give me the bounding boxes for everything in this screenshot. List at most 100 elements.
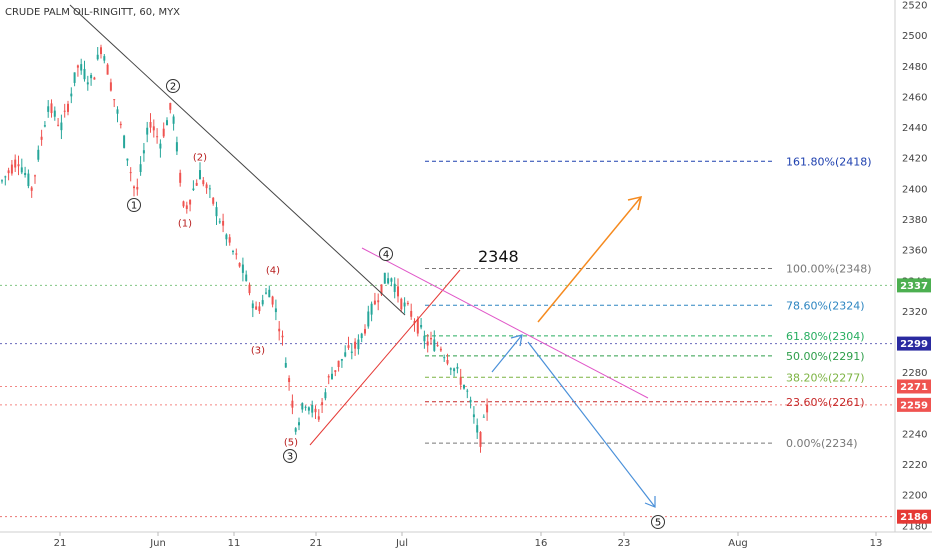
candle-body — [60, 122, 63, 131]
candle-body — [208, 188, 211, 190]
candle-body — [367, 311, 370, 327]
candle-body — [103, 56, 106, 61]
y-tick-label: 2200 — [902, 491, 927, 502]
horizontal-price-lines — [0, 160, 895, 518]
candle-body — [413, 321, 416, 324]
candle-body — [215, 207, 218, 217]
fib-level-label: 0.00%(2234) — [786, 437, 858, 450]
y-tick-label: 2320 — [902, 307, 927, 318]
candle-body — [225, 234, 228, 240]
candle-body — [430, 338, 432, 340]
candle-body — [106, 64, 109, 75]
candle-body — [17, 164, 20, 167]
candle-body — [393, 283, 396, 292]
x-tick-label: Jul — [395, 538, 408, 549]
candle-body — [93, 77, 96, 80]
x-tick-label: 23 — [618, 538, 631, 549]
candle-body — [255, 306, 258, 310]
candle-body — [294, 428, 297, 432]
candle-body — [142, 150, 145, 154]
candle-body — [327, 376, 330, 378]
candle-body — [172, 116, 175, 124]
chart-title: CRUDE PALM OIL-RINGITT, 60, MYX — [5, 7, 180, 18]
x-tick-label: Jun — [149, 538, 166, 549]
wave-labels: 1 2 (1) (2) (3) (4) (5) 3 4 5 — [127, 79, 665, 529]
x-tick-label: 21 — [310, 538, 323, 549]
wave-circle — [283, 449, 297, 463]
candle-body — [486, 404, 489, 413]
candle-body — [47, 106, 50, 112]
price-tag — [897, 336, 931, 351]
candle-body — [235, 253, 238, 255]
candle-body — [175, 142, 178, 152]
candle-body — [334, 370, 337, 372]
fib-level-label: 161.80%(2418) — [786, 155, 872, 168]
wave-circle — [651, 515, 665, 529]
y-tick-label: 2440 — [902, 123, 927, 134]
fib-level-label: 23.60%(2261) — [786, 396, 865, 409]
candle-body — [212, 197, 215, 204]
blue-down-arrow-head — [644, 496, 656, 508]
candle-body — [317, 416, 320, 420]
wave-label: 4 — [383, 250, 389, 261]
candle-body — [410, 310, 413, 317]
candle-body — [423, 335, 426, 342]
candle-body — [24, 173, 27, 176]
candle-body — [100, 47, 102, 55]
candle-body — [241, 264, 244, 273]
candle-body — [469, 399, 472, 403]
price-tag-label: 2299 — [900, 339, 928, 350]
x-axis-ticks: 21 Jun 11 21 Jul 16 23 Aug 13 — [54, 532, 882, 549]
candle-body — [14, 159, 17, 168]
wave-label: (5) — [284, 438, 298, 449]
candle-body — [192, 188, 195, 191]
wave-label: 5 — [655, 518, 661, 529]
candle-body — [27, 173, 30, 187]
candle-body — [383, 272, 386, 284]
wave-circle — [379, 247, 393, 261]
candle-body — [7, 170, 10, 174]
candle-body — [86, 82, 89, 85]
candle-body — [268, 289, 271, 298]
candle-body — [453, 368, 456, 372]
candle-body — [30, 187, 33, 191]
price-tag-label: 2271 — [900, 382, 928, 393]
candle-body — [159, 143, 162, 149]
fib-level-label: 78.60%(2324) — [786, 299, 865, 312]
y-tick-label: 2460 — [902, 92, 927, 103]
x-tick-label: Aug — [728, 538, 748, 549]
candle-body — [50, 103, 53, 114]
candle-body — [298, 422, 300, 426]
candle-body — [90, 75, 93, 79]
candle-body — [248, 284, 251, 294]
chart-drawings — [69, 4, 656, 508]
candle-body — [472, 414, 475, 418]
candle-body — [406, 302, 409, 305]
candle-body — [139, 164, 142, 173]
wave-circle — [127, 198, 141, 212]
candle-body — [156, 136, 159, 138]
candle-body — [179, 172, 182, 183]
price-tag-label: 2186 — [900, 512, 928, 523]
candle-body — [443, 357, 446, 359]
price-tag — [897, 379, 931, 394]
candle-body — [278, 328, 281, 332]
candle-body — [400, 298, 403, 310]
wave-circle — [166, 79, 180, 93]
orange-up-arrow-head — [627, 195, 643, 211]
candle-body — [274, 308, 277, 313]
wave-label: 3 — [287, 452, 293, 463]
fib-level-label: 100.00%(2348) — [786, 263, 872, 276]
candle-body — [83, 68, 86, 80]
candle-body — [70, 93, 73, 97]
candle-body — [123, 135, 126, 148]
candle-body — [311, 404, 314, 413]
candle-body — [205, 184, 208, 189]
candle-body — [331, 373, 333, 380]
resistance-line — [361, 247, 649, 399]
candle-body — [436, 345, 439, 347]
candle-body — [258, 306, 261, 312]
candle-body — [149, 122, 152, 128]
candle-body — [129, 172, 132, 174]
